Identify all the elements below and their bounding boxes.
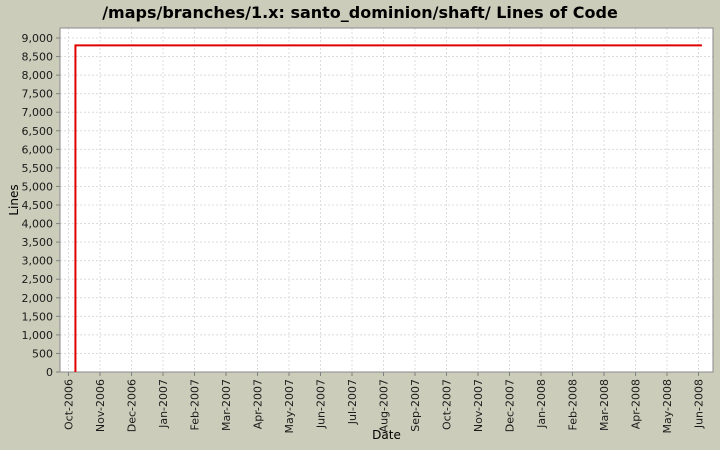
y-tick-label: 2,500 (22, 273, 54, 286)
x-tick-label: Oct-2006 (63, 379, 76, 430)
y-tick-label: 5,000 (22, 180, 54, 193)
y-tick-label: 5,500 (22, 162, 54, 175)
x-tick-label: Feb-2007 (189, 379, 202, 430)
x-tick-label: Sep-2007 (409, 379, 422, 432)
y-tick-label: 4,500 (22, 199, 54, 212)
x-tick-label: Mar-2007 (220, 379, 233, 431)
x-axis-title: Date (372, 428, 401, 442)
x-tick-label: Jan-2008 (535, 379, 548, 429)
x-tick-label: Jun-2008 (693, 379, 706, 429)
x-tick-label: Feb-2008 (567, 379, 580, 430)
y-tick-label: 7,500 (22, 88, 54, 101)
y-tick-label: 9,000 (22, 32, 54, 45)
y-tick-label: 8,000 (22, 69, 54, 82)
x-tick-label: Nov-2006 (94, 379, 107, 432)
plot-background (60, 28, 713, 372)
y-tick-label: 4,000 (22, 218, 54, 231)
x-tick-label: Nov-2007 (472, 379, 485, 432)
y-tick-label: 6,000 (22, 143, 54, 156)
y-tick-label: 0 (46, 366, 53, 379)
x-tick-label: Jan-2007 (157, 379, 170, 429)
y-tick-label: 3,000 (22, 255, 54, 268)
x-tick-label: Jul-2007 (346, 379, 359, 425)
y-tick-label: 7,000 (22, 106, 54, 119)
chart-title: /maps/branches/1.x: santo_dominion/shaft… (102, 3, 618, 22)
plot-border (59, 27, 714, 373)
y-tick-label: 3,500 (22, 236, 54, 249)
x-tick-label: May-2007 (283, 379, 296, 434)
x-tick-label: Mar-2008 (598, 379, 611, 431)
y-axis-title: Lines (7, 184, 21, 216)
x-tick-label: Dec-2007 (504, 379, 517, 432)
y-tick-label: 8,500 (22, 51, 54, 64)
y-tick-label: 1,000 (22, 329, 54, 342)
y-tick-label: 2,000 (22, 292, 54, 305)
x-tick-label: May-2008 (661, 379, 674, 434)
x-tick-label: Apr-2007 (252, 379, 265, 429)
x-tick-label: Aug-2007 (378, 379, 391, 432)
x-tick-label: Jun-2007 (315, 379, 328, 429)
y-tick-label: 6,500 (22, 125, 54, 138)
y-tick-label: 500 (32, 347, 53, 360)
series-line (74, 44, 702, 372)
x-tick-label: Oct-2007 (441, 379, 454, 430)
y-tick-label: 1,500 (22, 310, 54, 323)
x-tick-label: Dec-2006 (126, 379, 139, 432)
x-tick-label: Apr-2008 (630, 379, 643, 429)
